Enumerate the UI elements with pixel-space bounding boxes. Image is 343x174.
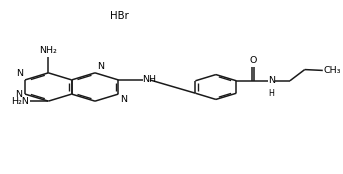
Text: N: N <box>97 62 104 72</box>
Text: N: N <box>269 76 275 85</box>
Text: NH₂: NH₂ <box>39 46 57 55</box>
Text: H₂N: H₂N <box>11 97 28 106</box>
Text: NH: NH <box>142 75 156 84</box>
Text: CH₃: CH₃ <box>324 66 341 75</box>
Text: N: N <box>120 96 127 104</box>
Text: HBr: HBr <box>110 11 128 21</box>
Text: H: H <box>268 89 274 98</box>
Text: N: N <box>15 90 22 99</box>
Text: O: O <box>249 56 257 65</box>
Text: N: N <box>16 69 23 78</box>
